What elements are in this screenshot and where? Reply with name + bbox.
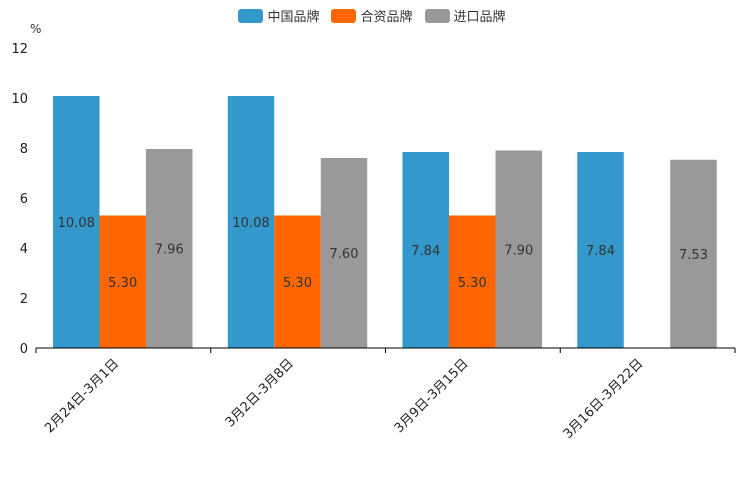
y-tick-label: 0 [20, 342, 28, 357]
y-axis: 0 2 4 6 8 10 12 [11, 42, 28, 357]
bar-import[interactable] [320, 158, 368, 348]
bar-import[interactable] [146, 149, 193, 348]
bar-value-label: 10.08 [58, 216, 95, 231]
bar-value-label: 7.90 [504, 243, 533, 258]
x-category-label: 2月24日-3月1日 [42, 356, 122, 436]
x-category-label: 3月2日-3月8日 [223, 356, 297, 430]
bar-value-label: 5.30 [283, 276, 312, 291]
bar-china[interactable] [227, 96, 275, 348]
bar-value-label: 7.53 [679, 248, 708, 263]
bar-joint-venture[interactable] [274, 215, 321, 349]
bar-joint-venture[interactable] [449, 215, 496, 349]
bar-value-label: 7.60 [330, 247, 359, 262]
y-unit-label: % [30, 22, 41, 36]
bar-china[interactable] [53, 96, 100, 348]
bar-china[interactable] [402, 152, 450, 348]
legend-swatch-import [424, 8, 450, 23]
bar-joint-venture[interactable] [99, 215, 147, 349]
legend-item-import[interactable]: 进口品牌 [424, 6, 506, 25]
y-tick-label: 10 [11, 92, 28, 107]
bar-value-label: 5.30 [108, 276, 137, 291]
y-tick-label: 8 [20, 142, 28, 157]
y-tick-label: 4 [20, 242, 28, 257]
bar-value-label: 7.84 [411, 244, 440, 259]
bar-value-label: 7.96 [155, 243, 184, 258]
legend: 中国品牌 合资品牌 进口品牌 [0, 6, 744, 25]
bar-value-label: 7.84 [586, 244, 615, 259]
y-tick-label: 2 [20, 292, 28, 307]
bar-value-label: 5.30 [458, 276, 487, 291]
legend-swatch-joint-venture [331, 8, 357, 23]
bar-import[interactable] [670, 159, 717, 348]
y-tick-label: 6 [20, 192, 28, 207]
y-tick-label: 12 [11, 42, 28, 57]
bars: 10.08 5.30 7.96 10.08 5.30 7.60 7.84 5.30 7.90 7.… [53, 96, 717, 348]
x-category-label: 3月16日-3月22日 [561, 356, 647, 442]
bar-china[interactable] [577, 152, 624, 348]
legend-swatch-china [238, 8, 264, 23]
bar-value-label: 10.08 [232, 216, 269, 231]
x-category-label: 3月9日-3月15日 [392, 356, 472, 436]
legend-label-china: 中国品牌 [267, 10, 320, 25]
legend-label-joint-venture: 合资品牌 [360, 10, 413, 25]
legend-item-joint-venture[interactable]: 合资品牌 [331, 6, 413, 25]
legend-label-import: 进口品牌 [453, 10, 506, 25]
legend-item-china[interactable]: 中国品牌 [238, 6, 319, 25]
bar-import[interactable] [495, 150, 543, 349]
x-axis: 2月24日-3月1日 3月2日-3月8日 3月9日-3月15日 3月16日-3月22日 [35, 347, 736, 442]
